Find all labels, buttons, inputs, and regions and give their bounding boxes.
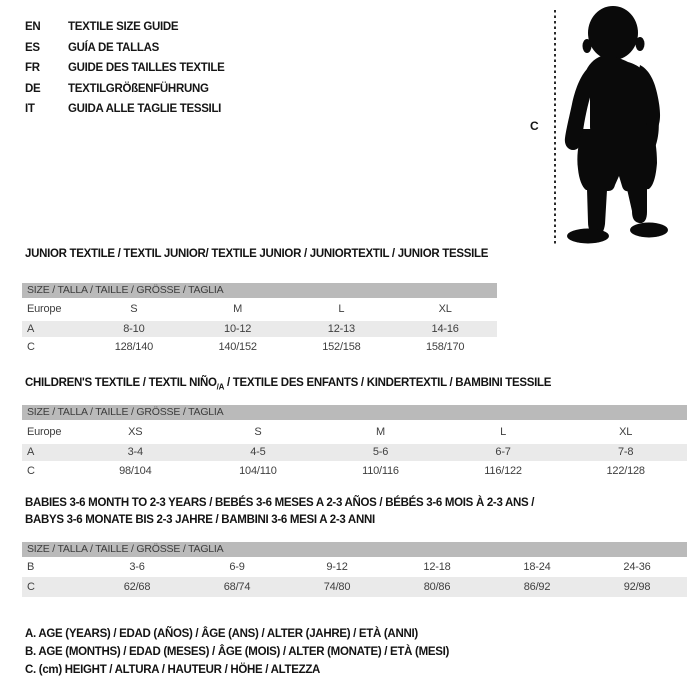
row-label: B (27, 561, 35, 573)
table-cell: 8-10 (123, 323, 145, 335)
table-cell: 74/80 (323, 581, 351, 593)
language-row: IT GUIDA ALLE TAGLIE TESSILI (25, 99, 225, 120)
table-cell: 80/86 (423, 581, 451, 593)
table-cell: 4-5 (250, 446, 266, 458)
table-row: B 3-6 6-9 9-12 12-18 18-24 24-36 (22, 557, 687, 577)
size-header-bar: SIZE / TALLA / TAILLE / GRÖSSE / TAGLIA (22, 283, 497, 298)
row-label: C (27, 341, 35, 353)
column-header: XS (128, 426, 143, 438)
table-cell: 3-4 (127, 446, 144, 458)
column-header: S (254, 426, 262, 438)
children-title-post: / TEXTILE DES ENFANTS / KINDERTEXTIL / B… (224, 377, 552, 389)
table-header-row: Europe XS S M L XL (22, 420, 687, 444)
column-header: M (376, 426, 385, 438)
table-cell: 10-12 (224, 323, 252, 335)
row-label: A (27, 446, 35, 458)
size-header-bar: SIZE / TALLA / TAILLE / GRÖSSE / TAGLIA (22, 405, 687, 420)
table-cell: 152/158 (322, 341, 361, 353)
height-measure-label: C (530, 119, 539, 133)
row-label: A (27, 323, 35, 335)
language-label: GUIDE DES TAILLES TEXTILE (68, 62, 225, 75)
children-section-title: CHILDREN'S TEXTILE / TEXTIL NIÑO/A / TEX… (25, 377, 551, 391)
table-cell: 104/110 (239, 465, 277, 477)
toddler-silhouette (564, 6, 668, 244)
babies-size-table: SIZE / TALLA / TAILLE / GRÖSSE / TAGLIA … (22, 542, 687, 597)
table-cell: 128/140 (114, 341, 154, 353)
language-label: TEXTILE SIZE GUIDE (68, 21, 179, 34)
table-cell: 110/116 (362, 465, 399, 477)
language-code: DE (25, 82, 41, 95)
language-row: ES GUÍA DE TALLAS (25, 38, 225, 59)
table-cell: 3-6 (129, 561, 145, 573)
junior-section-title: JUNIOR TEXTILE / TEXTIL JUNIOR/ TEXTILE … (25, 248, 489, 260)
table-cell: 5-6 (372, 446, 389, 458)
size-header-bar: SIZE / TALLA / TAILLE / GRÖSSE / TAGLIA (22, 542, 687, 557)
table-cell: 18-24 (523, 561, 551, 573)
column-header: M (233, 303, 243, 315)
height-dotted-line (554, 10, 556, 246)
footnote-line: A. AGE (YEARS) / EDAD (AÑOS) / ÂGE (ANS)… (25, 628, 418, 640)
table-cell: 9-12 (326, 561, 348, 573)
row-label: C (27, 465, 35, 477)
language-code: FR (25, 62, 40, 75)
footnote-line: B. AGE (MONTHS) / EDAD (MESES) / ÂGE (MO… (25, 646, 450, 658)
column-header: Europe (27, 426, 62, 438)
footnotes: A. AGE (YEARS) / EDAD (AÑOS) / ÂGE (ANS)… (25, 625, 449, 679)
language-row: DE TEXTILGRÖßENFÜHRUNG (25, 79, 225, 100)
language-label: GUÍA DE TALLAS (68, 41, 159, 54)
table-row: C 128/140 140/152 152/158 158/170 (22, 337, 497, 358)
table-cell: 6-7 (495, 446, 511, 458)
column-header: L (338, 303, 345, 315)
children-size-table: SIZE / TALLA / TAILLE / GRÖSSE / TAGLIA … (22, 405, 687, 482)
table-cell: 92/98 (623, 581, 651, 593)
table-cell: 14-16 (431, 323, 459, 335)
footnote-line: C. (cm) HEIGHT / ALTURA / HAUTEUR / HÖHE… (25, 664, 321, 676)
language-row: EN TEXTILE SIZE GUIDE (25, 17, 225, 38)
column-header: L (500, 426, 507, 438)
table-cell: 140/152 (218, 341, 257, 353)
language-code: EN (25, 21, 41, 34)
table-cell: 12-13 (327, 323, 355, 335)
language-label: GUIDA ALLE TAGLIE TESSILI (68, 103, 222, 116)
table-row: A 8-10 10-12 12-13 14-16 (22, 321, 497, 337)
table-cell: 24-36 (623, 561, 651, 573)
table-cell: 116/122 (484, 465, 522, 477)
children-title-pre: CHILDREN'S TEXTILE / TEXTIL NIÑO (25, 377, 217, 389)
table-cell: 62/68 (123, 581, 151, 593)
language-list: EN TEXTILE SIZE GUIDE ES GUÍA DE TALLAS … (25, 17, 225, 120)
language-code: IT (25, 103, 35, 116)
table-cell: 6-9 (229, 561, 245, 573)
language-row: FR GUIDE DES TAILLES TEXTILE (25, 58, 225, 79)
junior-size-table: SIZE / TALLA / TAILLE / GRÖSSE / TAGLIA … (22, 283, 497, 358)
table-cell: 68/74 (223, 581, 251, 593)
table-cell: 86/92 (523, 581, 551, 593)
table-cell: 7-8 (618, 446, 634, 458)
row-label: C (27, 581, 35, 593)
table-cell: 12-18 (423, 561, 451, 573)
table-row: C 98/104 104/110 110/116 116/122 122/128 (22, 461, 687, 482)
table-cell: 122/128 (606, 465, 645, 477)
language-label: TEXTILGRÖßENFÜHRUNG (68, 82, 209, 95)
column-header: XL (619, 426, 633, 438)
babies-section-title-line2: BABYS 3-6 MONATE BIS 2-3 JAHRE / BAMBINI… (25, 514, 375, 526)
table-row: C 62/68 68/74 74/80 80/86 86/92 92/98 (22, 577, 687, 597)
table-cell: 98/104 (119, 465, 152, 477)
table-cell: 158/170 (425, 341, 465, 353)
table-header-row: Europe S M L XL (22, 298, 497, 321)
table-row: A 3-4 4-5 5-6 6-7 7-8 (22, 444, 687, 461)
language-code: ES (25, 41, 40, 54)
column-header: Europe (27, 303, 62, 315)
children-title-sub: /A (216, 382, 225, 392)
column-header: XL (438, 303, 452, 315)
babies-section-title-line1: BABIES 3-6 MONTH TO 2-3 YEARS / BEBÉS 3-… (25, 497, 535, 509)
column-header: S (130, 303, 138, 315)
